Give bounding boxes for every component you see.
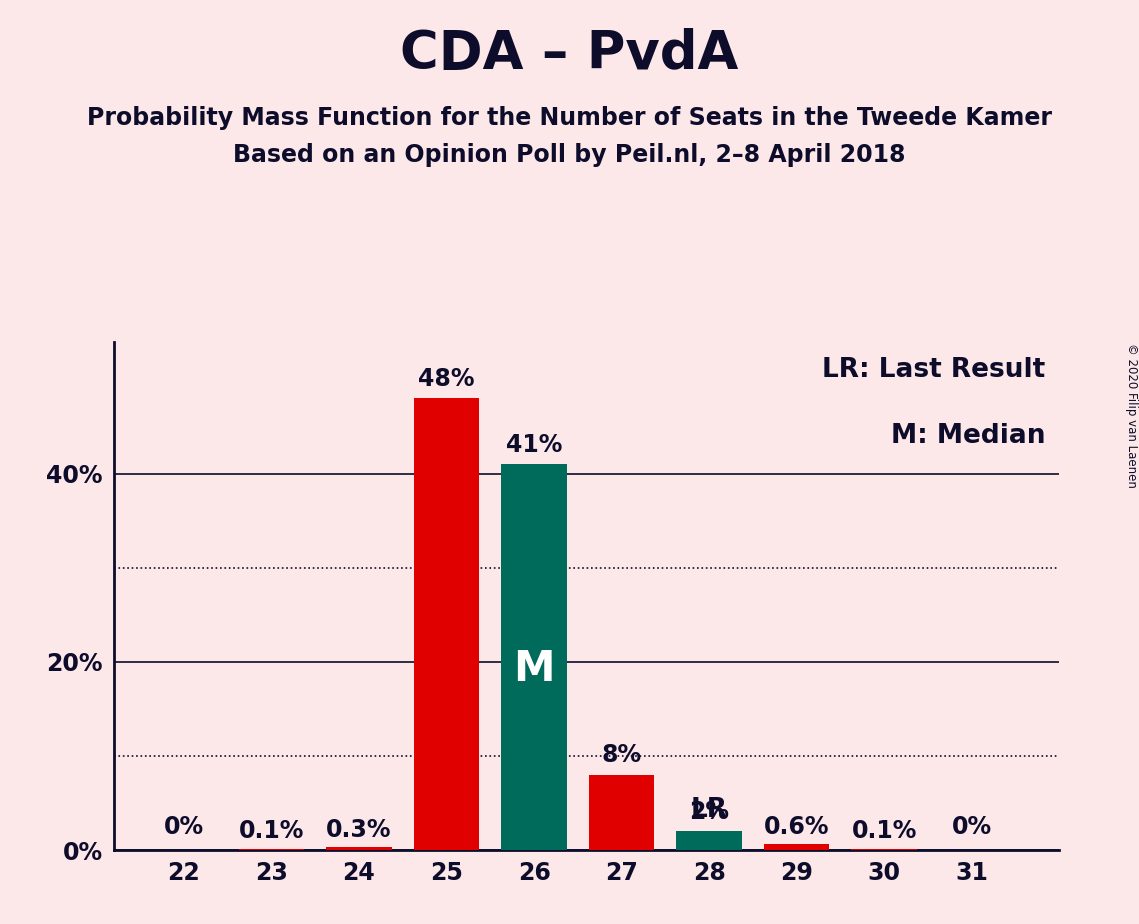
Text: 0.1%: 0.1% <box>239 820 304 844</box>
Text: © 2020 Filip van Laenen: © 2020 Filip van Laenen <box>1124 344 1138 488</box>
Bar <box>764 845 829 850</box>
Text: Probability Mass Function for the Number of Seats in the Tweede Kamer: Probability Mass Function for the Number… <box>87 106 1052 130</box>
Text: 0%: 0% <box>952 815 992 839</box>
Bar <box>851 849 917 850</box>
Text: 8%: 8% <box>601 743 641 767</box>
Bar <box>501 464 567 850</box>
Text: 2%: 2% <box>689 800 729 823</box>
Text: 41%: 41% <box>506 432 563 456</box>
Text: Based on an Opinion Poll by Peil.nl, 2–8 April 2018: Based on an Opinion Poll by Peil.nl, 2–8… <box>233 143 906 167</box>
Bar <box>677 832 741 850</box>
Bar <box>239 849 304 850</box>
Bar <box>413 398 480 850</box>
Text: LR: LR <box>690 796 728 822</box>
Text: 0%: 0% <box>164 815 204 839</box>
Text: 0.1%: 0.1% <box>852 820 917 844</box>
Text: 0.6%: 0.6% <box>764 815 829 839</box>
Text: CDA – PvdA: CDA – PvdA <box>400 28 739 79</box>
Bar <box>326 847 392 850</box>
Text: 0.3%: 0.3% <box>326 818 392 842</box>
Text: M: M <box>514 648 555 689</box>
Bar <box>589 775 655 850</box>
Text: LR: Last Result: LR: Last Result <box>822 358 1046 383</box>
Text: 48%: 48% <box>418 367 475 391</box>
Text: M: Median: M: Median <box>891 423 1046 449</box>
